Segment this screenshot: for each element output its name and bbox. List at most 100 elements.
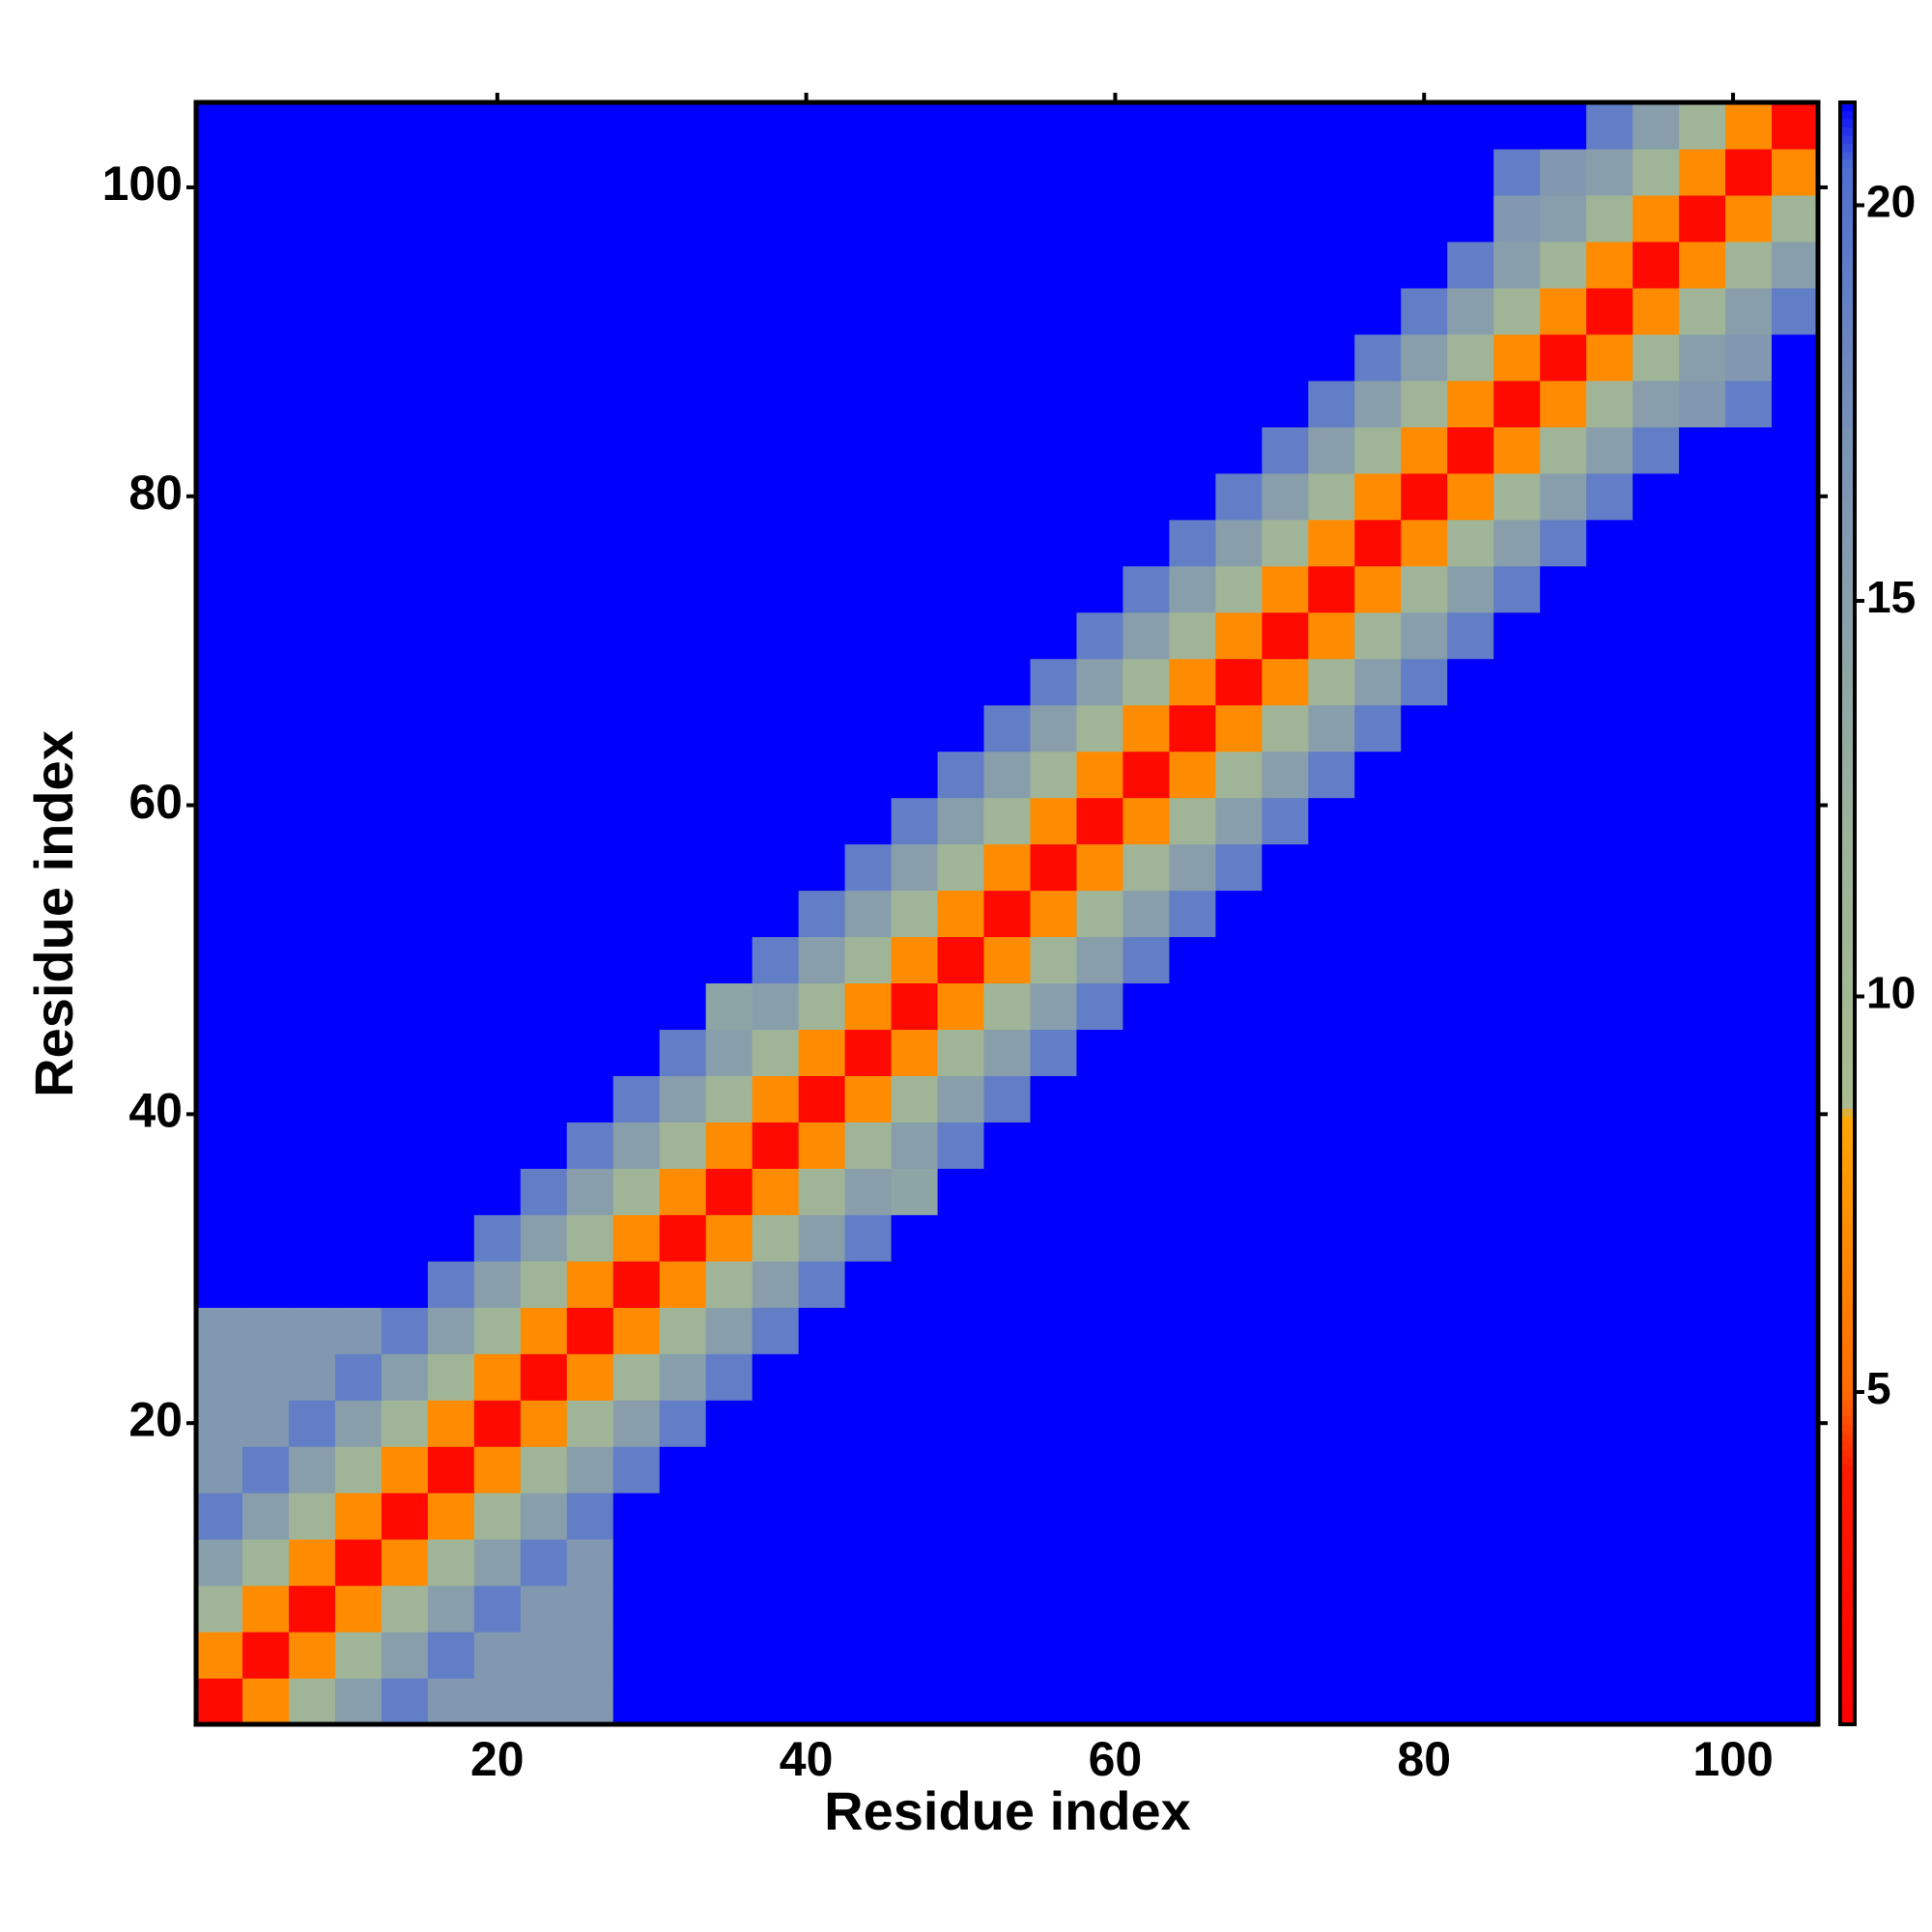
heatmap-cell xyxy=(1725,1075,1773,1122)
heatmap-cell xyxy=(1262,565,1309,613)
heatmap-cell xyxy=(288,704,336,753)
heatmap-cell xyxy=(705,1214,753,1262)
heatmap-cell xyxy=(1308,1678,1355,1725)
heatmap-cell xyxy=(473,751,522,799)
heatmap-cell xyxy=(473,426,522,474)
heatmap-cell xyxy=(844,982,893,1031)
heatmap-cell xyxy=(427,1678,475,1725)
heatmap-cell xyxy=(1308,704,1355,753)
heatmap-cell xyxy=(334,241,383,289)
heatmap-cell xyxy=(288,751,336,799)
heatmap-cell xyxy=(334,472,383,521)
heatmap-cell xyxy=(1076,1400,1124,1447)
heatmap-cell xyxy=(1169,751,1216,799)
colorbar-slice xyxy=(1840,872,1855,882)
heatmap-cell xyxy=(1447,102,1494,150)
heatmap-cell xyxy=(242,936,290,984)
heatmap-cell xyxy=(288,472,336,521)
heatmap-cell xyxy=(612,1122,661,1169)
heatmap-cell xyxy=(891,1307,939,1354)
heatmap-cell xyxy=(1586,936,1634,984)
heatmap-cell xyxy=(705,472,753,521)
heatmap-cell xyxy=(659,1307,707,1354)
heatmap-cell xyxy=(520,287,568,335)
heatmap-cell xyxy=(1586,1400,1634,1447)
heatmap-cell xyxy=(612,287,661,335)
heatmap-cell xyxy=(334,1029,383,1076)
heatmap-cell xyxy=(705,890,753,938)
heatmap-cell xyxy=(566,982,614,1031)
colorbar-slice xyxy=(1840,1546,1855,1555)
heatmap-cell xyxy=(1679,1122,1726,1169)
heatmap-cell xyxy=(334,890,383,938)
heatmap-cell xyxy=(381,658,429,706)
heatmap-cell xyxy=(196,519,243,567)
heatmap-cell xyxy=(1493,472,1541,521)
heatmap-cell xyxy=(1401,890,1448,938)
heatmap-cell xyxy=(844,1168,893,1215)
colorbar-slice xyxy=(1840,832,1855,841)
heatmap-cell xyxy=(798,982,846,1031)
heatmap-cell xyxy=(473,611,522,660)
heatmap-cell xyxy=(1401,704,1448,753)
heatmap-cell xyxy=(798,751,846,799)
heatmap-cell xyxy=(1540,194,1587,242)
heatmap-cell xyxy=(1076,1122,1124,1169)
heatmap-cell xyxy=(1540,241,1587,289)
heatmap-cell xyxy=(520,611,568,660)
colorbar-slice xyxy=(1840,1618,1855,1629)
heatmap-cell xyxy=(983,1585,1032,1633)
heatmap-cell xyxy=(427,102,475,150)
heatmap-cell xyxy=(798,1214,846,1262)
heatmap-cell xyxy=(242,890,290,938)
heatmap-cell xyxy=(937,1168,985,1215)
heatmap-cell xyxy=(427,704,475,753)
heatmap-cell xyxy=(1679,1029,1726,1076)
heatmap-cell xyxy=(937,102,985,150)
heatmap-cell xyxy=(798,1678,846,1725)
heatmap-cell xyxy=(1540,1168,1587,1215)
heatmap-cell xyxy=(381,890,429,938)
heatmap-cell xyxy=(659,1446,707,1493)
heatmap-cell xyxy=(983,241,1032,289)
heatmap-cell xyxy=(473,797,522,845)
colorbar-slice xyxy=(1840,1391,1855,1401)
heatmap-cell xyxy=(752,1678,800,1725)
heatmap-cell xyxy=(1122,1029,1170,1076)
heatmap-cell xyxy=(1540,797,1587,845)
heatmap-cell xyxy=(1725,472,1773,521)
heatmap-cell xyxy=(983,333,1032,382)
heatmap-cell xyxy=(612,751,661,799)
colorbar-slice xyxy=(1840,856,1855,866)
heatmap-cell xyxy=(1308,611,1355,660)
heatmap-cell xyxy=(1401,519,1448,567)
heatmap-cell xyxy=(1122,102,1170,150)
colorbar-slice xyxy=(1840,1651,1855,1661)
colorbar-slice xyxy=(1840,264,1855,274)
heatmap-cell xyxy=(1447,1353,1494,1401)
heatmap-cell xyxy=(242,1122,290,1169)
heatmap-cell xyxy=(473,148,522,196)
heatmap-cell xyxy=(705,519,753,567)
heatmap-cell xyxy=(1679,704,1726,753)
heatmap-cell xyxy=(705,241,753,289)
colorbar-slice xyxy=(1840,1254,1855,1264)
heatmap-cell xyxy=(1122,936,1170,984)
colorbar-slice xyxy=(1840,1245,1855,1255)
heatmap-cell xyxy=(1772,1678,1819,1725)
heatmap-cell xyxy=(1633,1214,1680,1262)
heatmap-cell xyxy=(1447,1492,1494,1540)
heatmap-cell xyxy=(844,333,893,382)
heatmap-cell xyxy=(520,380,568,428)
heatmap-cell xyxy=(983,1678,1032,1725)
heatmap-cell xyxy=(983,1075,1032,1122)
heatmap-cell xyxy=(1447,1539,1494,1586)
heatmap-cell xyxy=(520,565,568,613)
heatmap-cell xyxy=(659,611,707,660)
heatmap-cell xyxy=(334,843,383,892)
heatmap-cell xyxy=(520,1029,568,1076)
heatmap-cell xyxy=(705,380,753,428)
heatmap-cell xyxy=(1076,1678,1124,1725)
heatmap-cell xyxy=(473,1632,522,1679)
heatmap-cell xyxy=(473,936,522,984)
